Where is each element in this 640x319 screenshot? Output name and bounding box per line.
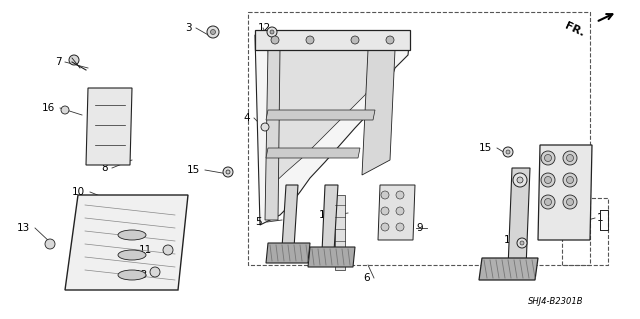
Circle shape bbox=[517, 238, 527, 248]
Circle shape bbox=[207, 26, 219, 38]
Polygon shape bbox=[508, 168, 530, 268]
Text: 13: 13 bbox=[135, 270, 148, 280]
Circle shape bbox=[520, 241, 524, 245]
Circle shape bbox=[506, 150, 510, 154]
Circle shape bbox=[45, 239, 55, 249]
Polygon shape bbox=[255, 30, 410, 50]
Polygon shape bbox=[268, 48, 390, 185]
Circle shape bbox=[386, 36, 394, 44]
Circle shape bbox=[270, 30, 274, 34]
Polygon shape bbox=[86, 88, 132, 165]
Circle shape bbox=[381, 191, 389, 199]
Circle shape bbox=[69, 55, 79, 65]
Polygon shape bbox=[378, 185, 415, 240]
Text: 12: 12 bbox=[258, 23, 271, 33]
Circle shape bbox=[566, 154, 573, 161]
Polygon shape bbox=[265, 48, 280, 220]
Circle shape bbox=[211, 29, 216, 34]
Circle shape bbox=[563, 151, 577, 165]
Circle shape bbox=[396, 191, 404, 199]
Text: 10: 10 bbox=[72, 187, 85, 197]
Circle shape bbox=[396, 207, 404, 215]
Circle shape bbox=[261, 123, 269, 131]
Circle shape bbox=[61, 106, 69, 114]
Text: SHJ4-B2301B: SHJ4-B2301B bbox=[528, 298, 584, 307]
Circle shape bbox=[396, 223, 404, 231]
Text: 14: 14 bbox=[380, 203, 393, 213]
Circle shape bbox=[381, 207, 389, 215]
Text: 5: 5 bbox=[255, 217, 262, 227]
Ellipse shape bbox=[118, 250, 146, 260]
Polygon shape bbox=[266, 243, 310, 263]
Circle shape bbox=[541, 173, 555, 187]
Polygon shape bbox=[255, 35, 410, 225]
Circle shape bbox=[517, 177, 523, 183]
Polygon shape bbox=[335, 195, 345, 270]
Ellipse shape bbox=[118, 270, 146, 280]
Polygon shape bbox=[65, 195, 188, 290]
Text: 17: 17 bbox=[504, 235, 517, 245]
Text: 7: 7 bbox=[56, 57, 62, 67]
Text: 13: 13 bbox=[17, 223, 30, 233]
Circle shape bbox=[541, 151, 555, 165]
Circle shape bbox=[563, 173, 577, 187]
Text: 4: 4 bbox=[243, 113, 250, 123]
Text: 16: 16 bbox=[42, 103, 55, 113]
Polygon shape bbox=[362, 50, 395, 175]
Text: 9: 9 bbox=[417, 223, 423, 233]
Circle shape bbox=[545, 154, 552, 161]
Circle shape bbox=[163, 245, 173, 255]
Circle shape bbox=[545, 198, 552, 205]
Text: 15: 15 bbox=[187, 165, 200, 175]
Circle shape bbox=[306, 36, 314, 44]
Circle shape bbox=[223, 167, 233, 177]
Polygon shape bbox=[266, 148, 360, 158]
Circle shape bbox=[541, 195, 555, 209]
Circle shape bbox=[545, 176, 552, 183]
Text: 8: 8 bbox=[101, 163, 108, 173]
Text: 1: 1 bbox=[597, 213, 604, 223]
Polygon shape bbox=[538, 145, 592, 240]
Polygon shape bbox=[479, 258, 538, 280]
Circle shape bbox=[351, 36, 359, 44]
Polygon shape bbox=[282, 185, 298, 248]
Text: FR.: FR. bbox=[563, 21, 586, 39]
Polygon shape bbox=[266, 110, 375, 120]
Text: 18: 18 bbox=[319, 210, 332, 220]
Circle shape bbox=[566, 198, 573, 205]
Circle shape bbox=[226, 170, 230, 174]
Text: 6: 6 bbox=[364, 273, 370, 283]
Polygon shape bbox=[322, 185, 338, 252]
Text: 3: 3 bbox=[186, 23, 192, 33]
Text: 11: 11 bbox=[139, 245, 152, 255]
Circle shape bbox=[513, 173, 527, 187]
Circle shape bbox=[381, 223, 389, 231]
Circle shape bbox=[563, 195, 577, 209]
Circle shape bbox=[503, 147, 513, 157]
Circle shape bbox=[566, 176, 573, 183]
Circle shape bbox=[150, 267, 160, 277]
Polygon shape bbox=[308, 247, 355, 267]
Circle shape bbox=[271, 36, 279, 44]
Text: 15: 15 bbox=[479, 143, 492, 153]
Circle shape bbox=[267, 27, 277, 37]
Ellipse shape bbox=[118, 230, 146, 240]
